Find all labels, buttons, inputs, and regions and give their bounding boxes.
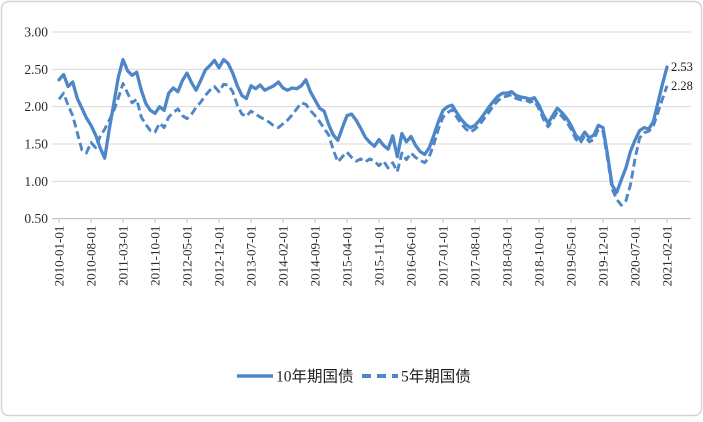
x-axis-tick-label: 2019-12-01 <box>596 226 611 287</box>
x-axis-tick-label: 2011-10-01 <box>148 226 163 286</box>
series-line-10y <box>57 57 669 195</box>
x-axis-tick-label: 2015-04-01 <box>340 226 355 287</box>
y-axis-tick-label: 1.50 <box>24 137 48 152</box>
x-axis-tick-label: 2010-01-01 <box>52 226 67 287</box>
x-axis-tick-label: 2014-02-01 <box>276 226 291 287</box>
x-axis-tick-label: 2010-08-01 <box>84 226 99 287</box>
x-axis-tick-label: 2013-07-01 <box>244 226 259 287</box>
y-axis-tick-label: 1.00 <box>24 174 48 189</box>
x-axis-tick-label: 2020-07-01 <box>628 226 643 287</box>
x-axis-tick-label: 2017-01-01 <box>436 226 451 287</box>
x-axis-tick-label: 2021-02-01 <box>660 226 675 287</box>
x-axis-tick-label: 2016-06-01 <box>404 226 419 287</box>
y-axis-tick-label: 0.50 <box>24 211 48 226</box>
x-axis-tick-label: 2011-03-01 <box>116 226 131 286</box>
data-label-5y: 2.28 <box>671 79 693 93</box>
x-axis-tick-label: 2018-10-01 <box>532 226 547 287</box>
x-axis-tick-label: 2012-05-01 <box>180 226 195 287</box>
y-axis-tick-label: 2.50 <box>24 62 48 77</box>
x-axis-tick-label: 2017-08-01 <box>468 226 483 287</box>
y-axis-tick-label: 3.00 <box>24 25 48 40</box>
x-axis-tick-label: 2015-11-01 <box>372 226 387 286</box>
x-axis-tick-label: 2018-03-01 <box>500 226 515 287</box>
legend-label-5y[interactable]: 5年期国债 <box>401 368 471 386</box>
x-axis-tick-label: 2014-09-01 <box>308 226 323 287</box>
x-axis-tick-label: 2012-12-01 <box>212 226 227 287</box>
data-label-10y: 2.53 <box>671 60 693 74</box>
legend-label-10y[interactable]: 10年期国债 <box>276 368 354 386</box>
y-axis-tick-label: 2.00 <box>24 99 48 114</box>
x-axis-tick-label: 2019-05-01 <box>564 226 579 287</box>
